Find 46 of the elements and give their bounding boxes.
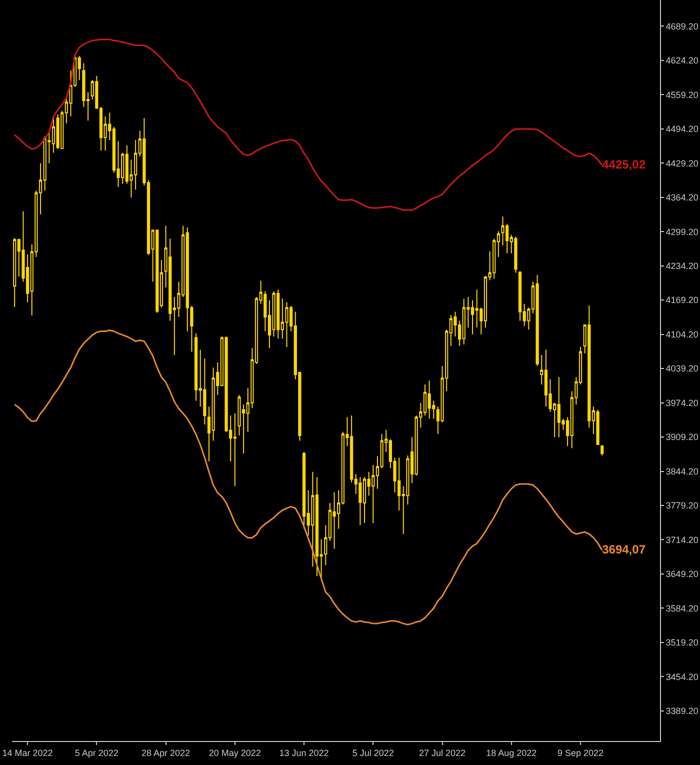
x-tick-label: 28 Apr 2022 <box>142 748 190 758</box>
y-tick-label: 4624.20 <box>666 56 698 66</box>
candlestick <box>233 412 236 487</box>
x-tick-label: 27 Jul 2022 <box>418 748 466 758</box>
y-tick-label: 3649.20 <box>666 569 698 580</box>
candlestick <box>358 476 362 526</box>
y-tick-label: 4689.20 <box>666 21 698 32</box>
candlestick <box>600 444 604 456</box>
y-tick-label: 3389.20 <box>666 706 698 716</box>
line-series <box>14 329 603 626</box>
y-tick-label: 4429.20 <box>666 158 698 168</box>
candlestick <box>514 236 518 274</box>
candlestick <box>596 409 600 446</box>
x-tick-label: 14 Mar 2022 <box>2 748 53 758</box>
x-tick-label: 5 Jul 2022 <box>352 748 394 758</box>
x-tick-label: 18 Aug 2022 <box>486 748 537 758</box>
data-label: 3694,07 <box>602 542 646 556</box>
y-tick-label: 3519.20 <box>666 638 698 648</box>
line-series <box>14 38 603 211</box>
y-tick-label: 3714.20 <box>666 534 698 545</box>
y-tick-label: 4299.20 <box>666 226 698 237</box>
y-tick-label: 3909.20 <box>666 432 698 442</box>
candlestick <box>428 380 431 420</box>
candlestick <box>56 114 60 150</box>
candlestick <box>332 492 336 550</box>
y-tick-label: 4559.20 <box>666 90 698 100</box>
y-tick-label: 4104.20 <box>666 329 698 340</box>
y-tick-label: 4169.20 <box>666 295 698 306</box>
y-tick-label: 3974.20 <box>666 398 698 408</box>
x-tick-label: 9 Sep 2022 <box>557 748 604 758</box>
x-tick-label: 5 Apr 2022 <box>74 748 118 758</box>
candlestick <box>285 302 288 348</box>
y-tick-label: 3584.20 <box>666 603 698 614</box>
x-tick-label: 13 Jun 2022 <box>279 748 329 758</box>
y-tick-label: 3454.20 <box>666 672 698 682</box>
y-tick-label: 4234.20 <box>666 261 698 271</box>
candlestick <box>536 274 539 367</box>
y-tick-label: 4364.20 <box>666 192 698 203</box>
y-tick-label: 3779.20 <box>666 500 698 511</box>
x-tick-label: 20 May 2022 <box>208 748 261 758</box>
y-tick-label: 4494.20 <box>666 124 698 134</box>
candlestick <box>156 229 159 314</box>
data-label: 4425,02 <box>602 157 646 172</box>
candlestick <box>13 238 16 308</box>
y-tick-label: 3844.20 <box>666 466 698 476</box>
y-tick-label: 4039.20 <box>666 364 698 374</box>
